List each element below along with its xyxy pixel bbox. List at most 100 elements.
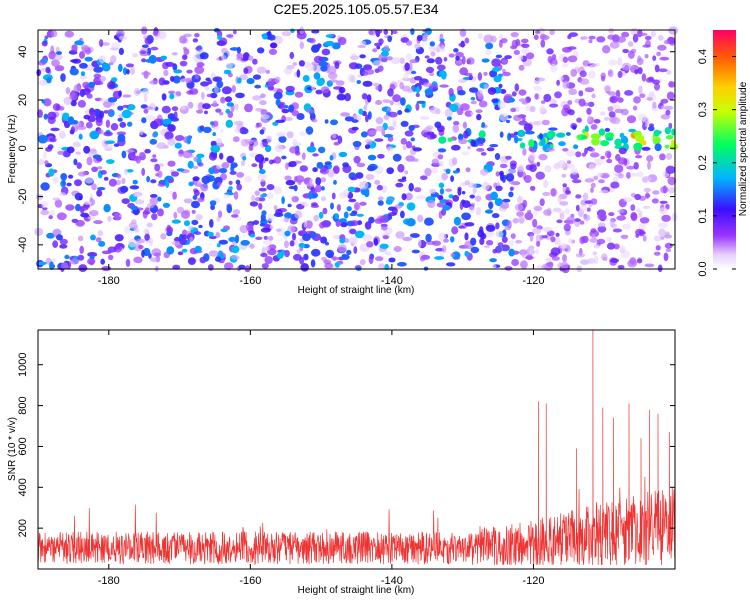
spectrogram-cell [301,152,306,160]
spectrogram-cell [518,89,527,96]
spectrogram-cell [145,240,152,244]
spectrogram-cell [289,51,295,60]
spectrogram-cell [226,155,235,164]
spectrogram-cell [320,236,328,244]
colorbar: 0.0 0.1 0.2 0.3 0.4 Normalized spectral ampl… [697,30,749,277]
spectrogram-cell [110,123,119,131]
spectrogram-cell [268,34,276,41]
spectrogram-cell [93,81,104,86]
spectrogram-cell [435,56,443,65]
spectrogram-cell [634,134,645,142]
spectrogram-cell [405,40,413,46]
spectrogram-cell [69,68,79,76]
spectrogram-cell [402,145,407,151]
spectrogram-cell [136,199,144,205]
spectrogram-cell [643,187,652,193]
spectrogram-cell [405,141,412,149]
spectrogram-cell [653,251,661,256]
spectrogram-cell [491,213,500,219]
spectrogram-cell [303,219,308,228]
spectrogram-cell [597,225,607,233]
spectrogram-cell [234,234,240,244]
spectrogram-cell [565,150,576,157]
spectrogram-cell [194,66,205,74]
spectrogram-cell [332,133,337,139]
spectrogram-cell [562,104,570,111]
spectrogram-cell [58,131,66,139]
spectrogram-cell [161,93,167,101]
colorbar-ticks: 0.0 0.1 0.2 0.3 0.4 [697,49,736,277]
spectrogram-cell [41,201,49,209]
spectrogram-cell [424,55,430,59]
spectrogram-cell [307,63,315,72]
spectrogram-cell [61,112,70,121]
spectrogram-cell [274,76,281,84]
spectrogram-cell [668,81,676,88]
spectrogram-cell [608,59,618,66]
spectrogram-cell [221,86,232,95]
spectrogram-cell [197,162,204,167]
spectrogram-cell [373,60,383,67]
spectrogram-cell [239,225,248,234]
spectrogram-cell [468,206,476,214]
spectrogram-cell [206,93,212,98]
spectrogram-cell [330,202,334,210]
spectrogram-cell [557,196,562,203]
spectrogram-cell [238,264,246,269]
spectrogram-cell [607,106,614,112]
spectrogram-cell [98,55,106,64]
spectrogram-cell [522,117,526,122]
spectrogram-cell [118,63,123,72]
spectrogram-cell [338,192,348,199]
spectrogram-cell [601,253,608,261]
spectrogram-cell [485,49,492,56]
spectrogram-cell [262,34,268,40]
spectrogram-cell [236,56,243,61]
spectrogram-cell [337,135,343,144]
spectrogram-cell [483,84,489,90]
spectrogram-cell [533,142,538,151]
spectrogram-cell [550,247,561,256]
spectrogram-cell [119,121,127,128]
spectrogram-cell [302,75,310,82]
x-tick-label: -180 [98,575,120,587]
spectrogram-cell [86,156,93,166]
spectrogram-cell [430,51,436,57]
spectrogram-cell [87,258,96,265]
spectrogram-cell [384,251,392,256]
spectrogram-cell [401,176,407,180]
spectrogram-cell [203,253,210,262]
spectrogram-cell [239,126,248,134]
spectrogram-cell [584,178,595,183]
spectrogram-cell [664,144,670,149]
spectrogram-cell [377,196,384,201]
spectrogram-cell [209,200,217,206]
spectrogram-cell [358,108,364,115]
spectrogram-cell [580,36,588,40]
spectrogram-cell [405,53,413,61]
spectrogram-cell [599,189,609,194]
spectrogram-cell [95,118,103,127]
spectrogram-cell [375,256,384,262]
spectrogram-cell [525,96,531,103]
spectrogram-cell [281,196,285,205]
colorbar-label: Normalized spectral amplitude [738,81,749,216]
spectrogram-cell [208,152,218,161]
spectrogram-cell [257,47,265,54]
spectrogram-cell [275,228,282,232]
spectrogram-cell [434,256,445,260]
spectrogram-cell [525,52,535,60]
spectrogram-cell [308,191,313,200]
spectrogram-cell [230,162,238,169]
spectrogram-cell [475,207,482,216]
spectrogram-cell [252,95,262,101]
spectrogram-cell [584,147,588,155]
spectrogram-cell [616,36,626,43]
colorbar-tick-label: 0.0 [697,261,709,276]
spectrogram-cell [83,145,91,154]
spectrogram-cell [97,230,104,237]
spectrogram-cell [669,143,679,151]
spectrogram-cell [192,195,198,200]
spectrogram-cell [619,132,625,139]
spectrogram-frame [37,29,676,270]
